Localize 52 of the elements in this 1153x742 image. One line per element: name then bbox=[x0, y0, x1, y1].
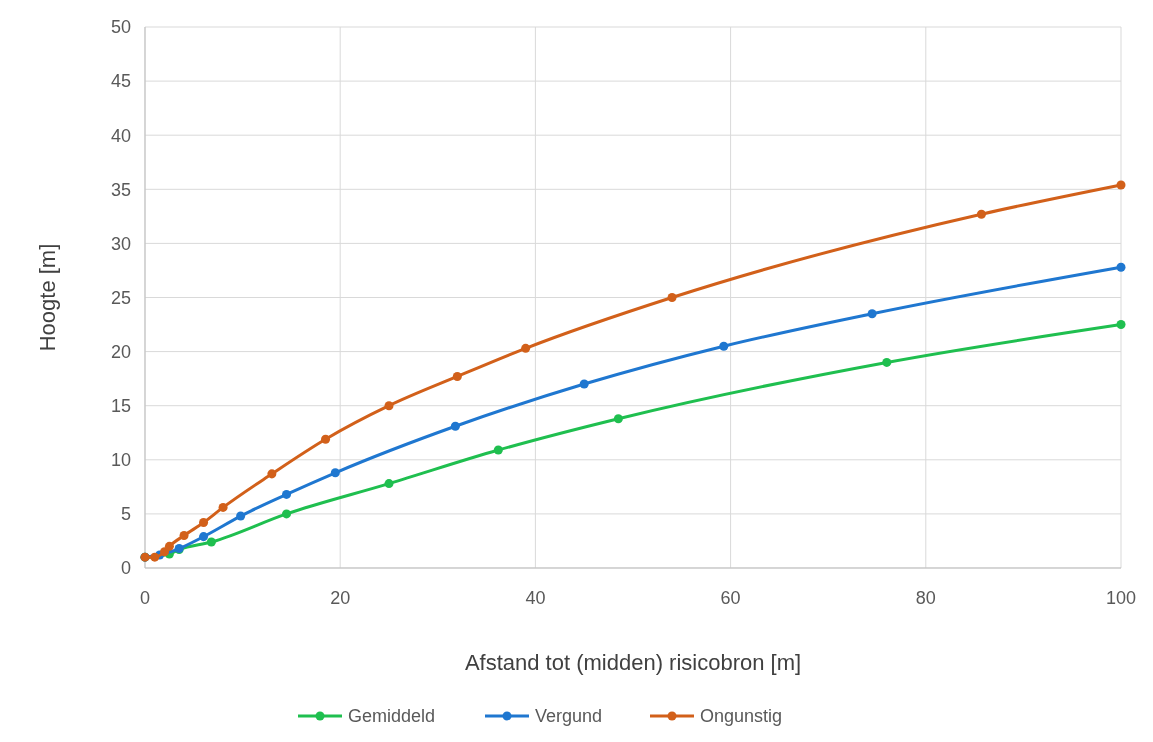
y-tick-label: 25 bbox=[110, 287, 131, 308]
x-axis-title: Afstand tot (midden) risicobron [m] bbox=[464, 650, 802, 675]
legend-label: Vergund bbox=[535, 706, 603, 727]
point bbox=[452, 371, 462, 381]
point bbox=[236, 511, 246, 521]
y-tick-label: 5 bbox=[120, 504, 131, 525]
y-tick-label: 15 bbox=[110, 396, 131, 416]
y-axis-title: Hoogte [m] bbox=[35, 243, 60, 352]
point bbox=[330, 468, 340, 478]
point bbox=[667, 292, 677, 303]
point bbox=[1116, 262, 1126, 272]
x-tick-label: 40 bbox=[525, 588, 546, 608]
x-tick-label: 20 bbox=[330, 588, 351, 608]
point bbox=[267, 469, 277, 479]
point bbox=[321, 434, 331, 444]
x-tick-label: 0 bbox=[139, 588, 151, 608]
point bbox=[882, 357, 892, 367]
point bbox=[164, 541, 174, 551]
y-tick-label: 0 bbox=[120, 558, 131, 579]
x-tick-label: 100 bbox=[1105, 588, 1137, 608]
point bbox=[450, 421, 460, 431]
point bbox=[579, 379, 589, 389]
point bbox=[282, 509, 292, 519]
point bbox=[384, 401, 394, 411]
y-tick-label: 10 bbox=[110, 450, 131, 471]
y-tick-label: 30 bbox=[110, 233, 131, 254]
point bbox=[160, 547, 170, 557]
y-tick-label: 50 bbox=[110, 17, 131, 38]
point bbox=[521, 343, 531, 353]
point bbox=[613, 414, 623, 424]
point bbox=[1116, 180, 1126, 190]
point bbox=[199, 518, 209, 528]
legend-label: Ongunstig bbox=[700, 706, 783, 727]
point bbox=[719, 341, 729, 351]
point bbox=[206, 537, 216, 547]
x-tick-label: 60 bbox=[720, 588, 741, 608]
y-tick-label: 45 bbox=[110, 71, 131, 92]
point bbox=[493, 445, 503, 455]
point bbox=[282, 489, 292, 499]
point bbox=[218, 502, 228, 512]
y-tick-label: 20 bbox=[110, 341, 131, 362]
y-tick-label: 35 bbox=[110, 179, 131, 200]
point bbox=[384, 479, 394, 489]
point bbox=[867, 309, 877, 319]
legend-label: Gemiddeld bbox=[348, 706, 436, 727]
point bbox=[179, 531, 189, 541]
point bbox=[199, 532, 209, 542]
x-tick-label: 80 bbox=[915, 588, 936, 608]
y-tick-label: 40 bbox=[110, 125, 131, 146]
point bbox=[150, 552, 160, 562]
point bbox=[976, 209, 986, 219]
point bbox=[1116, 320, 1126, 330]
